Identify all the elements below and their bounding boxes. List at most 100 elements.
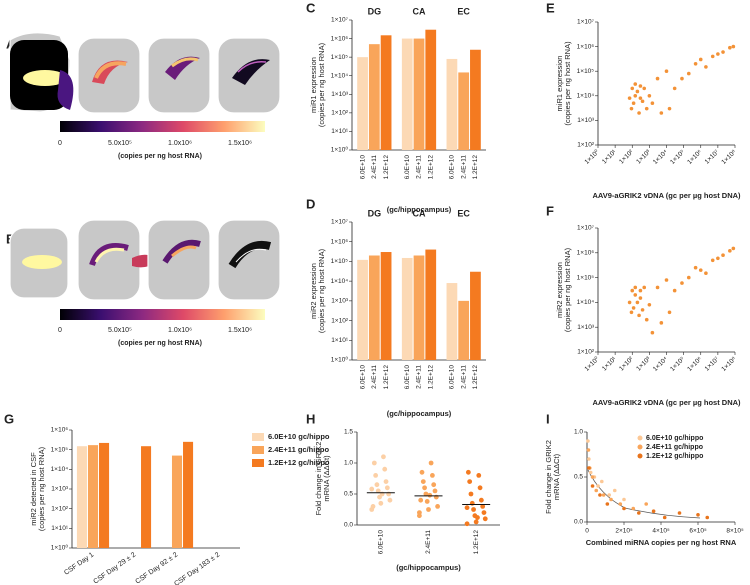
point <box>672 86 677 91</box>
x-axis-label: (gc/hippocampus) <box>387 205 452 214</box>
point <box>475 515 480 520</box>
point <box>618 502 623 506</box>
x-tick-label: 2×10⁵ <box>615 528 633 535</box>
colorbar-label: 1.5x10⁶ <box>228 327 252 334</box>
point <box>693 61 698 66</box>
y-tick-label: 1×10¹ <box>331 128 349 135</box>
point <box>598 493 602 497</box>
point <box>622 506 626 511</box>
x-tick-label: 1×10¹ <box>601 148 618 165</box>
colorbar-label: 5.0x10⁵ <box>108 327 132 334</box>
bar <box>141 446 152 548</box>
point <box>600 479 604 484</box>
colorbar-label: 5.0x10⁵ <box>108 140 132 147</box>
point <box>627 300 632 305</box>
y-tick-label: 1×10³ <box>577 117 595 124</box>
y-tick-label: 0.5 <box>344 491 353 498</box>
point <box>633 94 638 98</box>
point <box>607 493 611 497</box>
x-tick-label: 1×10⁰ <box>583 148 601 166</box>
point <box>586 448 591 452</box>
point <box>375 488 381 494</box>
point <box>594 488 599 493</box>
group-label: DG <box>368 208 382 218</box>
x-tick-label: CSF Day 1 <box>63 551 95 576</box>
point <box>428 460 434 466</box>
point <box>476 473 482 478</box>
x-tick-label: 1.2E+12 <box>472 155 479 180</box>
bar <box>425 29 437 151</box>
x-tick-label: 8×10⁵ <box>726 528 744 535</box>
point <box>640 308 645 312</box>
point <box>680 281 684 285</box>
y-tick-label: 1×10⁶ <box>331 35 349 42</box>
x-tick-label: 6.0E+10 <box>359 155 366 180</box>
x-tick-label: 2.4E+11 <box>371 365 378 389</box>
colorbar-label: 1.5x10⁶ <box>228 140 252 147</box>
x-tick-label: 2.4E+11 <box>460 365 467 389</box>
colorbar-label: 1.0x10⁶ <box>168 327 192 334</box>
x-tick-label: 1×10⁷ <box>704 355 721 372</box>
point <box>587 457 591 461</box>
point <box>731 44 736 49</box>
point <box>650 101 655 106</box>
colorbar-caption: (copies per ng host RNA) <box>118 340 202 347</box>
y-tick-label: 1×10⁴ <box>577 93 595 100</box>
point <box>371 460 377 466</box>
x-axis-label: AAV9-aGRIK2 vDNA (gc per µg host DNA) <box>592 191 741 200</box>
point <box>664 69 669 73</box>
point <box>418 497 424 503</box>
x-tick-label: 1×10⁶ <box>686 355 703 372</box>
point <box>705 515 710 520</box>
x-tick-label: CSF Day 92 ± 2 <box>134 551 179 585</box>
point <box>369 486 375 492</box>
point <box>482 516 488 522</box>
panel-label: E <box>546 0 555 15</box>
x-tick-label: 1.2E+12 <box>427 365 434 390</box>
point <box>384 485 390 491</box>
point <box>637 511 641 515</box>
legend-label: 6.0E+10 gc/hippo <box>646 435 703 442</box>
y-tick-label: 1×10¹ <box>331 337 349 344</box>
y-tick-label: 1×10³ <box>577 324 595 331</box>
point <box>655 76 660 81</box>
group-label: EC <box>457 6 470 16</box>
point <box>686 275 691 280</box>
y-tick-label: 1×10⁰ <box>331 146 349 154</box>
x-tick-label: 6.0E+10 <box>449 155 456 180</box>
point <box>677 511 682 515</box>
bar <box>357 259 368 360</box>
bar <box>401 257 413 360</box>
point <box>662 515 667 520</box>
bar <box>413 38 425 151</box>
x-tick-label: 6.0E+10 <box>449 365 456 390</box>
point <box>381 454 386 460</box>
y-tick-label: 1×10¹ <box>51 525 69 532</box>
x-axis-label: AAV9-aGRIK2 vDNA (gc per µg host DNA) <box>592 398 741 407</box>
point <box>659 111 664 115</box>
panel-label: G <box>4 411 14 426</box>
y-axis-label: miR1 expression <box>309 57 318 113</box>
panel-label: I <box>546 411 550 426</box>
x-tick-label: 1.2E+12 <box>383 365 390 390</box>
legend-swatch <box>252 459 264 467</box>
point <box>698 268 703 272</box>
point <box>420 479 426 484</box>
bar <box>470 271 481 360</box>
point <box>382 466 388 472</box>
point <box>612 488 617 493</box>
point <box>638 296 643 300</box>
point <box>647 94 652 98</box>
colorbar-label: 0 <box>58 327 62 334</box>
point <box>629 106 634 111</box>
x-tick-label: 2.4E+11 <box>425 530 432 554</box>
point <box>374 482 380 488</box>
group-label: CA <box>413 6 426 16</box>
x-tick-label: 1×10³ <box>635 355 652 372</box>
x-tick-label: CSF Day 183 ± 2 <box>173 551 221 585</box>
bar <box>470 49 481 150</box>
point <box>650 330 655 335</box>
point <box>590 475 595 479</box>
panel-label: D <box>306 196 315 211</box>
point <box>473 519 479 525</box>
